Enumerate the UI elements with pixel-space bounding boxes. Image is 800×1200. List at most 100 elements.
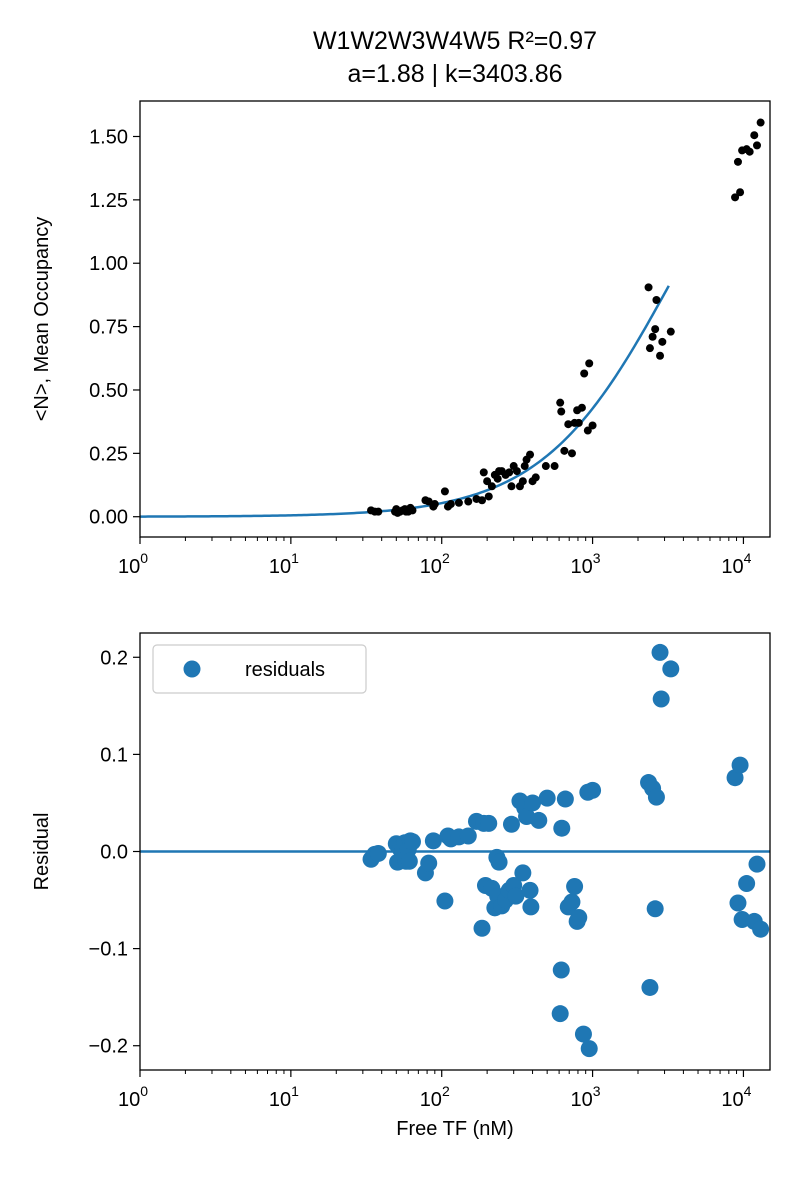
- data-point: [541, 462, 550, 471]
- y-axis-label: <N>, Mean Occupancy: [31, 217, 53, 422]
- residual-point: [552, 961, 570, 979]
- x-tick-base: 10: [118, 1089, 140, 1111]
- data-point: [574, 418, 583, 427]
- residual-point: [738, 875, 756, 893]
- chart-subtitle: a=1.88 | k=3403.86: [347, 60, 562, 88]
- legend-label: residuals: [245, 659, 325, 681]
- x-tick-exponent: 0: [140, 1083, 148, 1099]
- x-tick-exponent: 0: [140, 550, 148, 566]
- legend: residuals: [152, 644, 367, 694]
- data-point: [531, 473, 540, 482]
- data-point: [752, 141, 761, 150]
- residual-point: [748, 855, 766, 873]
- residual-point: [490, 853, 508, 871]
- data-point: [644, 283, 653, 292]
- residual-point: [647, 788, 665, 806]
- residual-point: [553, 819, 571, 837]
- residual-point: [459, 827, 477, 845]
- x-tick-label: 101: [269, 1083, 299, 1111]
- x-tick-exponent: 3: [593, 550, 601, 566]
- x-tick-exponent: 3: [593, 1083, 601, 1099]
- y-tick-label: 1.25: [89, 190, 128, 212]
- x-tick-exponent: 1: [291, 550, 299, 566]
- y-tick-label: 0.2: [100, 647, 128, 669]
- residual-point: [662, 660, 680, 678]
- data-point: [651, 325, 660, 334]
- data-point: [408, 506, 417, 515]
- residual-point: [530, 811, 548, 829]
- data-point: [454, 498, 463, 507]
- y-tick-label: 0.25: [89, 443, 128, 465]
- data-point: [484, 492, 493, 501]
- fit-line: [140, 285, 670, 518]
- residual-point: [538, 789, 556, 807]
- data-point: [557, 407, 566, 416]
- y-tick-label: 0.50: [89, 380, 128, 402]
- data-point: [645, 344, 654, 353]
- y-tick-label: −0.2: [89, 1036, 128, 1058]
- plot-area: [140, 643, 770, 1058]
- residual-point: [369, 844, 387, 862]
- residual-point: [731, 756, 749, 774]
- residual-point: [570, 909, 588, 927]
- residual-point: [473, 919, 491, 937]
- data-point: [567, 449, 576, 458]
- x-tick-exponent: 2: [442, 550, 450, 566]
- x-tick-label: 101: [269, 550, 299, 578]
- data-point: [483, 477, 492, 486]
- data-point: [526, 450, 535, 459]
- data-point: [652, 295, 661, 304]
- data-point: [487, 482, 496, 491]
- x-tick-label: 104: [721, 1083, 751, 1111]
- data-point: [446, 500, 455, 509]
- chart-title: W1W2W3W4W5 R²=0.97: [313, 27, 597, 55]
- residual-point: [424, 832, 442, 850]
- data-point: [479, 468, 488, 477]
- x-tick-label: 102: [420, 1083, 450, 1111]
- legend-marker: [183, 660, 201, 678]
- x-tick-exponent: 4: [744, 1083, 752, 1099]
- residual-point: [652, 690, 670, 708]
- residual-point: [507, 887, 525, 905]
- data-point: [374, 507, 383, 516]
- residual-point: [521, 881, 539, 899]
- x-tick-base: 10: [721, 556, 743, 578]
- residual-point: [580, 1040, 598, 1058]
- x-tick-base: 10: [420, 1089, 442, 1111]
- residual-point: [420, 854, 438, 872]
- x-tick-label: 103: [571, 550, 601, 578]
- data-point: [550, 462, 559, 471]
- data-point: [656, 351, 665, 360]
- y-tick-label: 1.00: [89, 253, 128, 275]
- y-tick-label: 0.00: [89, 507, 128, 529]
- data-point: [588, 421, 597, 430]
- plot-area: [140, 118, 765, 518]
- residual-point: [480, 814, 498, 832]
- data-point: [440, 487, 449, 496]
- data-point: [512, 467, 521, 476]
- residual-point: [502, 815, 520, 833]
- data-point: [756, 118, 765, 127]
- x-axis-label: Free TF (nM): [396, 1118, 513, 1140]
- x-tick-label: 100: [118, 550, 148, 578]
- y-axis-label: Residual: [31, 813, 53, 891]
- data-point: [736, 188, 745, 197]
- data-point: [464, 497, 473, 506]
- x-tick-label: 102: [420, 550, 450, 578]
- x-tick-base: 10: [420, 556, 442, 578]
- residual-point: [651, 643, 669, 661]
- residual-point: [646, 900, 664, 918]
- residual-point: [574, 1025, 592, 1043]
- y-tick-label: 0.1: [100, 744, 128, 766]
- data-point: [750, 131, 759, 140]
- data-point: [585, 359, 594, 368]
- x-tick-label: 100: [118, 1083, 148, 1111]
- residual-point: [752, 920, 770, 938]
- data-point: [493, 474, 502, 483]
- y-tick-label: 0.75: [89, 317, 128, 339]
- residual-point: [514, 864, 532, 882]
- data-point: [424, 497, 433, 506]
- data-point: [478, 496, 487, 505]
- data-point: [505, 468, 514, 477]
